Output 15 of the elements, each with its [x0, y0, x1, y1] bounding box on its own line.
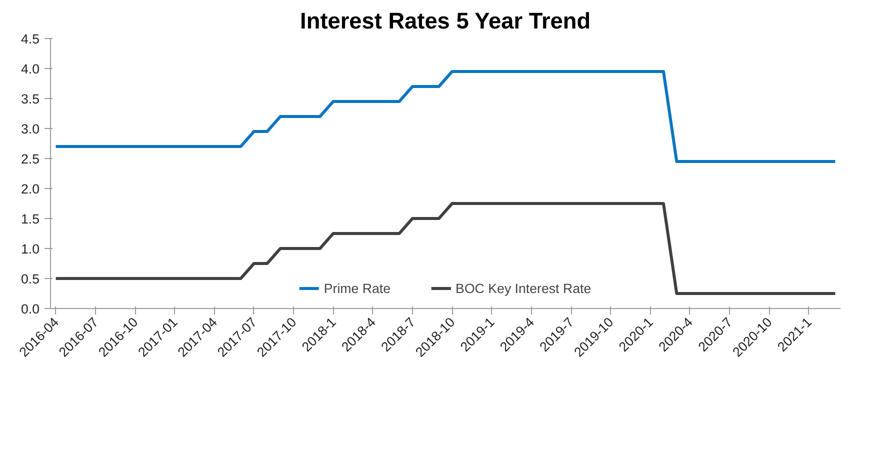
line-series	[54, 70, 837, 163]
chart-title: Interest Rates 5 Year Trend	[300, 8, 591, 34]
y-tick-label: 2.0	[20, 182, 40, 196]
y-tick-label: 0.5	[20, 272, 40, 286]
legend-label: BOC Key Interest Rate	[456, 280, 592, 296]
y-tick-label: 3.5	[20, 92, 40, 106]
y-tick-label: 3.0	[20, 122, 40, 136]
line-series	[54, 202, 837, 295]
legend-label: Prime Rate	[324, 280, 391, 296]
y-tick-label: 1.5	[20, 212, 40, 226]
y-tick-label: 1.0	[20, 242, 40, 256]
y-tick-label: 0.0	[20, 302, 40, 316]
y-tick-label: 2.5	[20, 152, 40, 166]
y-tick-label: 4.0	[20, 62, 40, 76]
y-tick-label: 4.5	[20, 32, 40, 46]
